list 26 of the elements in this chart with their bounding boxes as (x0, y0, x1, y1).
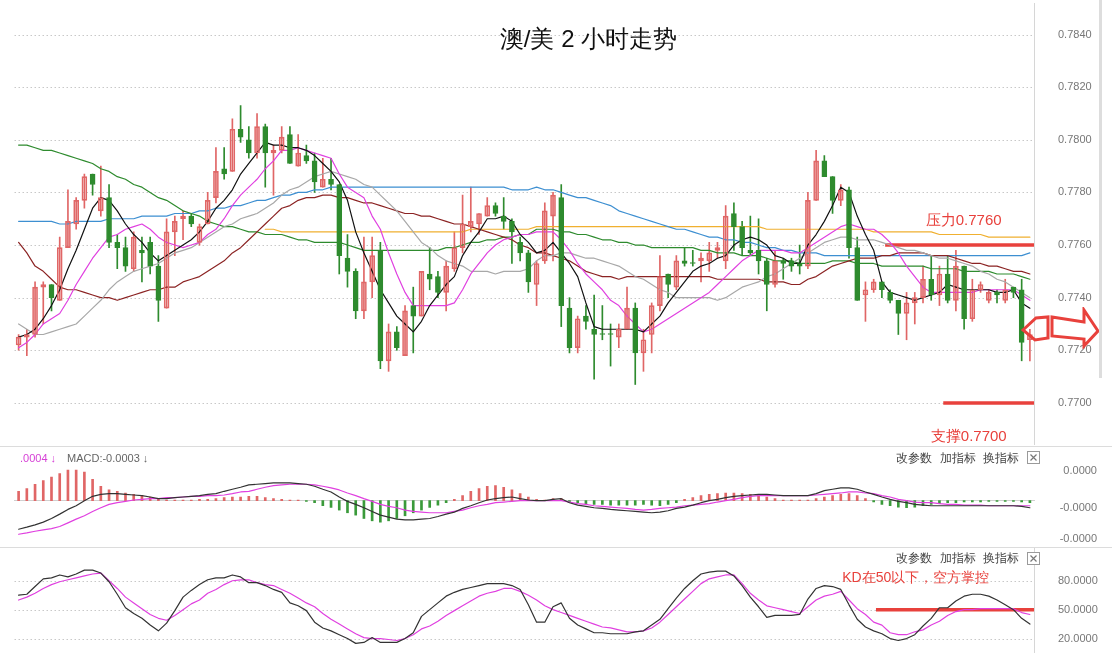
y-tick-label: 0.7820 (1058, 80, 1092, 93)
y-tick-label: 0.7740 (1058, 290, 1092, 303)
y-tick-label: 0.7760 (1058, 238, 1092, 251)
annotation: 换指标 (983, 551, 1019, 566)
text: -0.0000 (1059, 501, 1097, 514)
y-tick-label: 0.7720 (1058, 343, 1092, 356)
y-tick-label: 80.0000 (1058, 573, 1098, 586)
y-tick-label: 0.7800 (1058, 132, 1092, 145)
ref-line-label: 压力0.7760 (925, 211, 1002, 229)
annotation: 加指标 (940, 551, 976, 566)
text: 加指标 (940, 451, 976, 466)
text: 0.0000 (1063, 464, 1097, 477)
text: 换指标 (983, 451, 1019, 466)
text: 澳/美 2 小时走势 (499, 24, 678, 52)
text: -0.0000 (1059, 532, 1097, 545)
text: .0004 ↓ (20, 452, 57, 465)
y-tick-label: 50.0000 (1058, 602, 1098, 615)
text: 改参数 (896, 451, 932, 466)
text: MACD:-0.0003 ↓ (67, 452, 149, 465)
ref-line-label: KD在50以下，空方掌控 (842, 568, 990, 585)
y-tick-label: 0.7780 (1058, 185, 1092, 198)
annotation: 改参数 (896, 551, 932, 566)
y-tick-label: 0.7840 (1058, 27, 1092, 40)
ref-line-label: 支撑0.7700 (930, 427, 1007, 445)
y-tick-label: 0.7700 (1058, 395, 1092, 408)
y-tick-label: 20.0000 (1058, 631, 1098, 644)
